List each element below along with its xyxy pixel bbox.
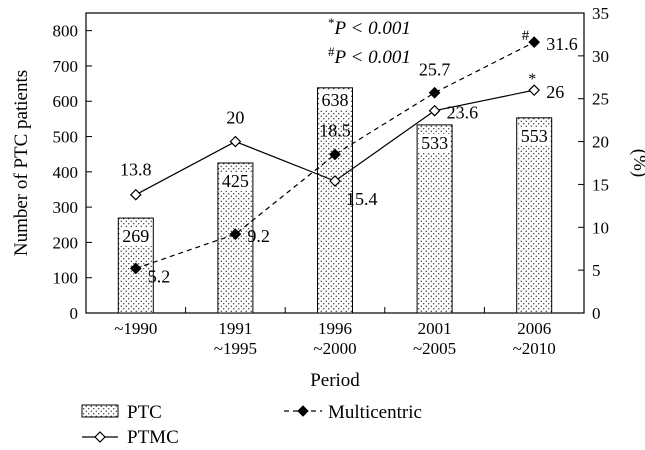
marker-ptmc — [428, 104, 441, 117]
data-label-ptmc: 20 — [226, 108, 244, 128]
bar-label-backing — [119, 227, 152, 247]
data-label-ptmc: 23.6 — [447, 103, 479, 123]
y-left-tick-label: 400 — [53, 163, 79, 182]
marker-multicentric — [229, 228, 242, 240]
y-right-tick-label: 35 — [592, 4, 609, 23]
y-left-tick-label: 100 — [53, 269, 79, 288]
y-left-tick-label: 500 — [53, 128, 79, 147]
data-label-multicentric: 9.2 — [247, 226, 270, 246]
y-right-tick-label: 20 — [592, 133, 609, 152]
bar-label-backing — [418, 133, 451, 153]
marker-ptmc — [229, 135, 242, 148]
y-left-tick-label: 600 — [53, 92, 79, 111]
annotation-stat-2-text: P < 0.001 — [334, 47, 411, 68]
line-multicentric — [135, 41, 535, 269]
legend-label-ptmc: PTMC — [127, 427, 179, 448]
bar-label-ptc: 269 — [122, 226, 149, 246]
legend-item-ptc: PTC — [81, 402, 162, 423]
plot-area: 0 100 200 300 400 500 600 700 800 0 5 10 15 20 25 30 35 ~… — [53, 4, 610, 358]
y-right-tick-label: 15 — [592, 175, 609, 194]
data-label-multicentric: 5.2 — [148, 266, 171, 286]
x-tick-label: 2006 — [517, 319, 551, 338]
annotation-stat-1-text: P < 0.001 — [334, 18, 411, 39]
annotation-stat-1-sup: * — [328, 15, 335, 30]
bar-label-ptc: 533 — [421, 133, 448, 153]
marker-ptmc — [528, 84, 541, 96]
data-label-ptmc: 15.4 — [346, 189, 378, 209]
bar-label-ptc: 553 — [521, 126, 548, 146]
y-left-tick-label: 800 — [53, 22, 79, 41]
data-label-multicentric: 25.7 — [419, 60, 451, 80]
x-axis-title: Period — [310, 370, 360, 391]
x-tick-label: 1991 — [218, 319, 252, 338]
marker-ptmc — [129, 188, 142, 201]
y-left-tick-label: 700 — [53, 57, 79, 76]
legend-marker-multicentric — [297, 405, 309, 417]
star-mark: * — [528, 71, 536, 88]
y-left-tick-label: 300 — [53, 198, 79, 217]
legend-label-multicentric: Multicentric — [328, 402, 422, 423]
bar-label-backing — [319, 90, 351, 110]
x-tick-label: ~1990 — [114, 319, 157, 338]
bar-label-ptc: 638 — [322, 90, 349, 110]
x-tick-label: ~1995 — [214, 339, 257, 358]
legend-label-ptc: PTC — [127, 402, 162, 423]
bar-label-backing — [518, 126, 551, 146]
y-axis-right-title: (%) — [629, 149, 645, 177]
y-left-tick-label: 200 — [53, 233, 79, 252]
bar-ptc — [317, 87, 353, 314]
y-left-tick-label: 0 — [70, 304, 79, 323]
marker-ptmc — [329, 175, 341, 187]
x-tick-label: ~2000 — [313, 339, 356, 358]
bar-label-ptc: 425 — [222, 171, 249, 191]
y-right-tick-label: 0 — [592, 304, 601, 323]
data-label-multicentric: 18.5 — [319, 120, 351, 140]
hash-mark: # — [522, 28, 530, 44]
bar-ptc — [416, 124, 453, 314]
bar-ptc — [516, 117, 553, 314]
y-right-tick-label: 5 — [592, 261, 601, 280]
annotation-stat-2: #P < 0.001 — [328, 44, 411, 68]
y-right-tick-label: 25 — [592, 90, 609, 109]
x-tick-label: 1996 — [318, 319, 352, 338]
marker-multicentric — [528, 36, 541, 48]
bar-label-backing — [219, 172, 252, 191]
legend-swatch-ptc — [81, 404, 119, 418]
x-tick-label: ~2005 — [413, 339, 456, 358]
marker-multicentric — [129, 262, 142, 275]
legend: PTC PTMC Multicentric — [81, 402, 422, 448]
legend-marker-ptmc — [94, 431, 106, 443]
y-axis-left-title: Number of PTC patients — [11, 70, 32, 256]
annotation-stat-2-sup: # — [328, 44, 335, 59]
legend-item-ptmc: PTMC — [82, 427, 179, 448]
x-tick-label: ~2010 — [513, 339, 556, 358]
data-label-multicentric: 31.6 — [546, 34, 578, 54]
data-label-ptmc: 26 — [546, 82, 564, 102]
y-right-tick-label: 30 — [592, 47, 609, 66]
marker-multicentric — [329, 148, 341, 161]
data-label-ptmc: 13.8 — [120, 160, 152, 180]
y-right-tick-label: 10 — [592, 218, 609, 237]
legend-item-multicentric: Multicentric — [284, 402, 422, 423]
marker-multicentric — [428, 86, 441, 99]
x-tick-label: 2001 — [418, 319, 452, 338]
annotation-stat-1: *P < 0.001 — [328, 15, 411, 39]
